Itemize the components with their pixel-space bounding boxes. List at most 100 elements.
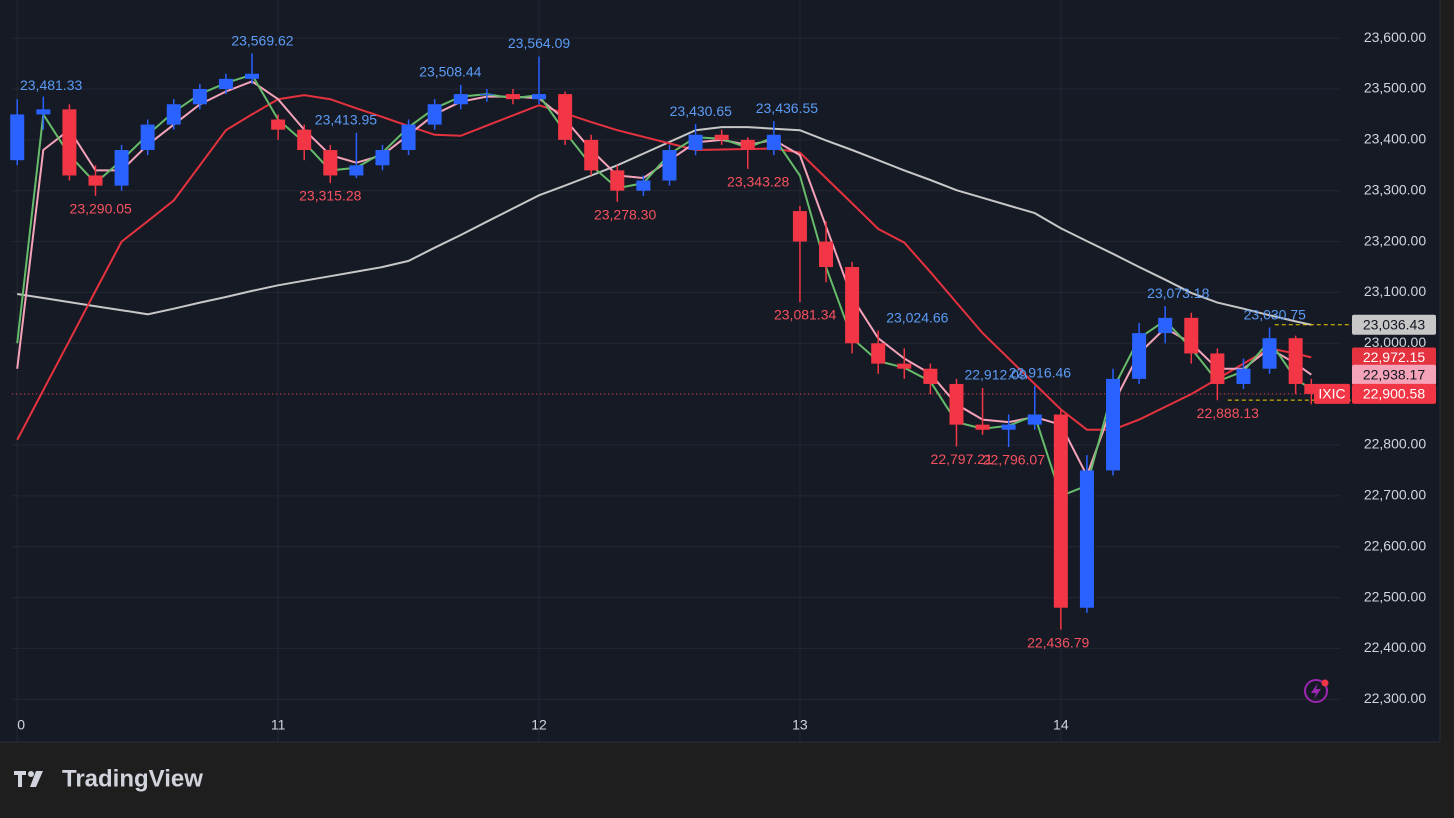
price-tag bbox=[1352, 347, 1436, 368]
candle-body bbox=[1184, 317, 1199, 354]
y-tick-label: 22,500.00 bbox=[1364, 588, 1426, 604]
high-label: 22,916.46 bbox=[1009, 364, 1071, 380]
low-label: 23,315.28 bbox=[299, 188, 361, 204]
y-tick-label: 23,500.00 bbox=[1364, 80, 1426, 96]
candle-body bbox=[505, 94, 520, 100]
candle-body bbox=[1027, 414, 1042, 425]
high-label: 23,569.62 bbox=[231, 32, 293, 48]
brand-logo[interactable]: TradingView bbox=[14, 765, 203, 792]
price-tag bbox=[1352, 383, 1436, 404]
low-label: 22,797.21 bbox=[931, 451, 993, 467]
high-label: 23,481.33 bbox=[20, 77, 82, 93]
y-tick-label: 22,300.00 bbox=[1364, 690, 1426, 706]
low-label: 23,081.34 bbox=[774, 307, 836, 323]
candle-body bbox=[453, 94, 468, 105]
candle-body bbox=[1236, 368, 1251, 384]
candle-body bbox=[584, 139, 599, 171]
price-tag-label: 22,938.17 bbox=[1363, 366, 1425, 382]
price-tag bbox=[1352, 364, 1436, 385]
candle-body bbox=[636, 180, 651, 191]
y-tick-label: 23,200.00 bbox=[1364, 232, 1426, 248]
candle-body bbox=[1079, 470, 1094, 608]
candle-body bbox=[88, 175, 103, 186]
candle-body bbox=[62, 109, 77, 176]
plot: 23,481.33 23,569.62 23,413.95 23,508.44 23,5… bbox=[10, 32, 1352, 650]
candle-body bbox=[897, 363, 912, 369]
candle-body bbox=[845, 266, 860, 344]
candle-body bbox=[218, 78, 233, 89]
candle-body bbox=[819, 241, 834, 267]
brand-name[interactable]: TradingView bbox=[62, 765, 203, 792]
candle-body bbox=[766, 134, 781, 151]
candle-body bbox=[871, 343, 886, 364]
candle-body bbox=[714, 134, 729, 140]
candle-body bbox=[1158, 317, 1173, 334]
candle-body bbox=[427, 104, 442, 125]
candle-body bbox=[610, 170, 625, 191]
candle-body bbox=[1262, 338, 1277, 369]
y-tick-label: 22,800.00 bbox=[1364, 436, 1426, 452]
candle-body bbox=[245, 73, 260, 79]
x-tick-label: 12 bbox=[531, 717, 547, 733]
y-tick-label: 23,000.00 bbox=[1364, 334, 1426, 350]
high-label: 22,912.09 bbox=[964, 367, 1026, 383]
candle-body bbox=[349, 165, 364, 176]
candle-body bbox=[558, 94, 573, 140]
symbol-label: IXIC bbox=[1318, 386, 1345, 402]
candle-body bbox=[975, 424, 990, 430]
candle-body bbox=[1106, 378, 1121, 471]
moving-average bbox=[17, 126, 1312, 326]
candle-body bbox=[740, 139, 755, 151]
x-tick-label: 11 bbox=[271, 717, 286, 733]
high-label: 23,413.95 bbox=[315, 111, 377, 127]
price-tag-label: 22,972.15 bbox=[1363, 349, 1425, 365]
candle-body bbox=[949, 383, 964, 425]
candle-body bbox=[1304, 383, 1319, 394]
candle-body bbox=[479, 94, 494, 96]
candle-body bbox=[401, 124, 416, 151]
candle-body bbox=[36, 109, 51, 115]
y-tick-label: 23,600.00 bbox=[1364, 29, 1426, 45]
high-label: 23,430.65 bbox=[670, 103, 732, 119]
candle-body bbox=[532, 94, 547, 100]
candle-body bbox=[1001, 424, 1016, 430]
high-label: 23,508.44 bbox=[419, 63, 481, 79]
candle-body bbox=[1288, 338, 1303, 384]
high-label: 23,436.55 bbox=[756, 100, 818, 116]
candle-body bbox=[114, 150, 129, 186]
low-label: 22,796.07 bbox=[983, 452, 1045, 468]
y-tick-label: 23,300.00 bbox=[1364, 181, 1426, 197]
high-label: 23,030.75 bbox=[1244, 306, 1306, 322]
y-tick-label: 23,100.00 bbox=[1364, 283, 1426, 299]
candle-body bbox=[375, 150, 390, 166]
y-tick-label: 22,700.00 bbox=[1364, 487, 1426, 503]
candle-body bbox=[166, 104, 181, 125]
candle-body bbox=[1210, 353, 1225, 384]
high-label: 23,024.66 bbox=[886, 309, 948, 325]
candle-body bbox=[140, 124, 155, 151]
candle-body bbox=[792, 211, 807, 242]
low-label: 23,290.05 bbox=[70, 200, 132, 216]
low-label: 23,343.28 bbox=[727, 173, 789, 189]
low-label: 22,436.79 bbox=[1027, 634, 1089, 650]
candle-body bbox=[688, 134, 703, 151]
high-label: 23,073.18 bbox=[1147, 285, 1209, 301]
candle-body bbox=[271, 119, 286, 130]
price-tag bbox=[1352, 314, 1436, 335]
low-label: 23,278.30 bbox=[594, 206, 656, 222]
candle-body bbox=[1053, 414, 1068, 608]
price-tag-label: 22,900.58 bbox=[1363, 386, 1425, 402]
candle-body bbox=[923, 368, 938, 384]
candle-body bbox=[192, 88, 207, 105]
y-tick-label: 23,400.00 bbox=[1364, 131, 1426, 147]
symbol-tag bbox=[1314, 383, 1350, 404]
candle-body bbox=[1132, 333, 1147, 379]
high-label: 23,564.09 bbox=[508, 35, 570, 51]
y-tick-label: 22,400.00 bbox=[1364, 639, 1426, 655]
alert-icon[interactable] bbox=[1304, 679, 1329, 703]
candle-body bbox=[662, 150, 677, 181]
candle-body bbox=[323, 150, 338, 176]
x-tick-label: 14 bbox=[1053, 717, 1069, 733]
